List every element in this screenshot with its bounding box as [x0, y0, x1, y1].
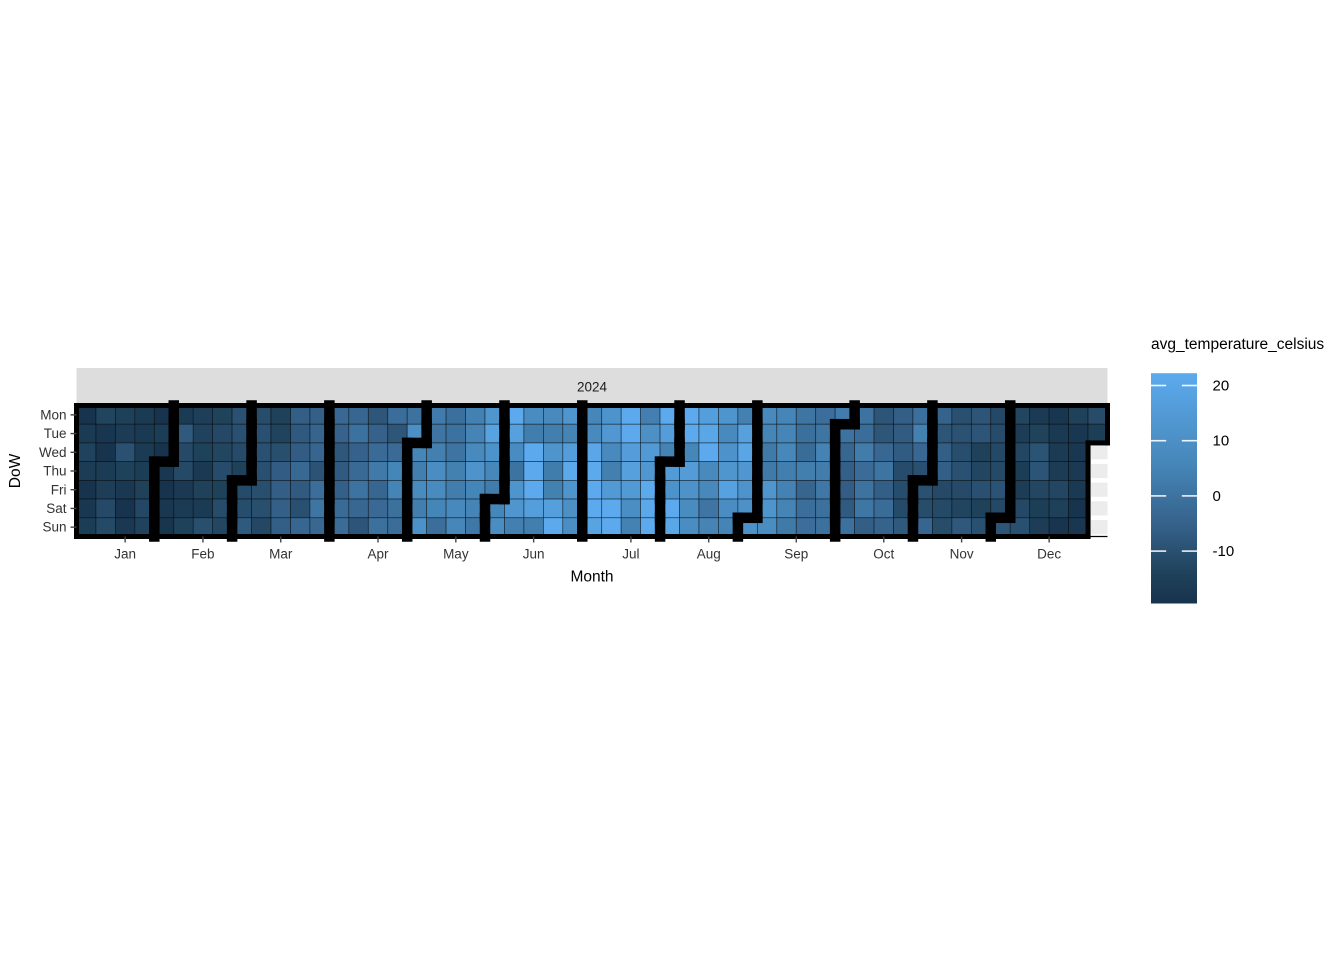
- svg-text:Jan: Jan: [114, 547, 136, 562]
- svg-text:Dec: Dec: [1037, 547, 1061, 562]
- svg-text:Jun: Jun: [523, 547, 545, 562]
- svg-text:Mar: Mar: [269, 547, 293, 562]
- svg-text:Thu: Thu: [43, 464, 66, 479]
- svg-text:Jul: Jul: [622, 547, 639, 562]
- svg-text:-10: -10: [1213, 543, 1235, 560]
- svg-text:Tue: Tue: [44, 426, 67, 441]
- svg-text:Sat: Sat: [46, 501, 67, 516]
- svg-text:Fri: Fri: [51, 482, 67, 497]
- svg-text:Mon: Mon: [40, 407, 66, 422]
- svg-text:Aug: Aug: [697, 547, 721, 562]
- svg-text:20: 20: [1213, 377, 1230, 394]
- svg-text:Oct: Oct: [873, 547, 894, 562]
- svg-text:Sep: Sep: [784, 547, 808, 562]
- svg-text:Nov: Nov: [950, 547, 974, 562]
- svg-text:DoW: DoW: [7, 453, 24, 488]
- svg-text:10: 10: [1213, 433, 1230, 450]
- svg-text:Apr: Apr: [368, 547, 390, 562]
- svg-text:avg_temperature_celsius: avg_temperature_celsius: [1151, 336, 1324, 353]
- svg-text:2024: 2024: [577, 379, 608, 394]
- svg-text:Feb: Feb: [191, 547, 214, 562]
- svg-text:Month: Month: [570, 569, 613, 586]
- svg-text:Wed: Wed: [39, 445, 67, 460]
- svg-text:May: May: [443, 547, 469, 562]
- svg-text:0: 0: [1213, 488, 1221, 505]
- svg-text:Sun: Sun: [42, 520, 66, 535]
